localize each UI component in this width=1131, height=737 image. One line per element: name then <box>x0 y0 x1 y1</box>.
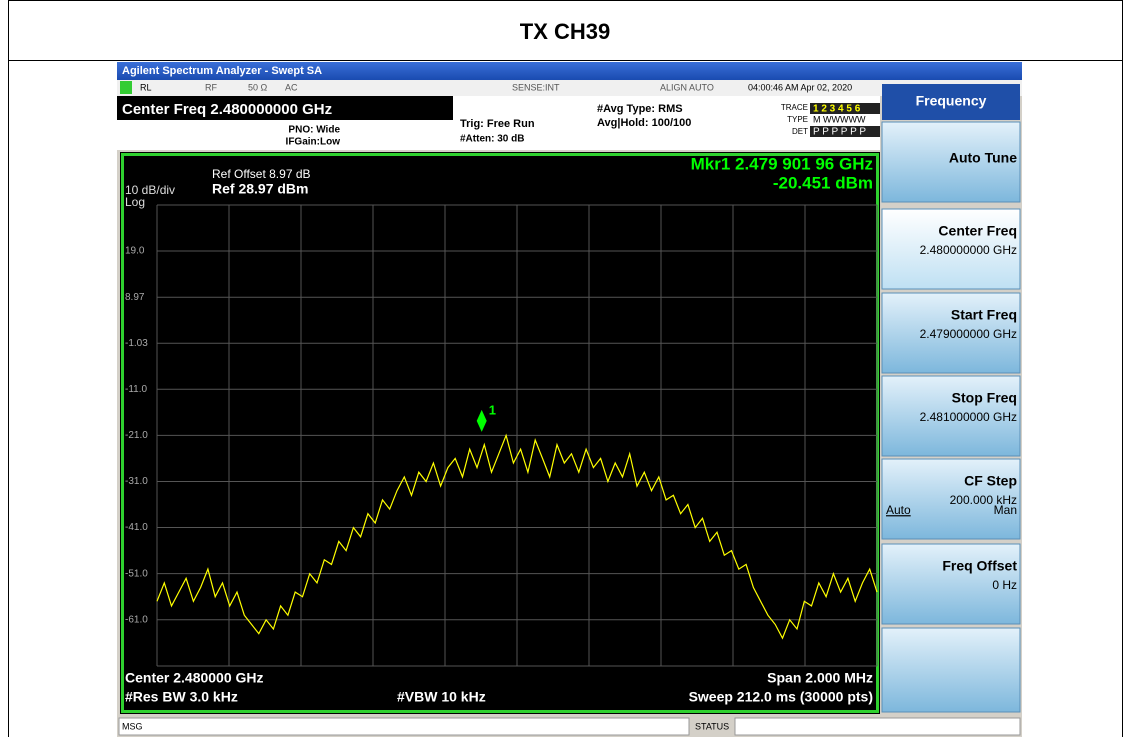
softkey <box>881 208 1021 290</box>
impedance: 50 Ω <box>248 82 268 92</box>
status: STATUS <box>695 721 729 731</box>
atten: #Atten: 30 dB <box>460 134 524 145</box>
det-label: DET <box>792 127 808 136</box>
msg-box <box>118 717 690 736</box>
status-row <box>117 80 1022 96</box>
rf: RF <box>205 82 217 92</box>
display <box>120 152 880 714</box>
marker <box>476 409 487 432</box>
softkey-label: Center Freq <box>938 223 1017 239</box>
rbw: #Res BW 3.0 kHz <box>125 689 238 705</box>
rl: RL <box>140 82 152 92</box>
ref-level: Ref 28.97 dBm <box>212 181 308 197</box>
ifgain: IFGain:Low <box>286 137 341 148</box>
avg-type: #Avg Type: RMS <box>597 103 683 115</box>
lxi-icon <box>120 81 132 94</box>
softkey-value: 2.481000000 GHz <box>920 410 1017 424</box>
softkey <box>881 375 1021 457</box>
avg-hold: Avg|Hold: 100/100 <box>597 117 691 129</box>
sense: SENSE:INT <box>512 82 560 92</box>
softkey-label: Start Freq <box>951 307 1017 323</box>
softkey-man: Man <box>994 503 1017 517</box>
trig: Trig: Free Run <box>460 118 535 130</box>
softkey-label: CF Step <box>964 473 1017 489</box>
y-tick-label: 19.0 <box>125 246 145 257</box>
softkey-blank <box>881 627 1021 713</box>
trace-label: TRACE <box>781 103 808 112</box>
softkey-auto: Auto <box>886 503 911 517</box>
title-bar <box>117 62 1022 80</box>
header-sub <box>117 120 453 150</box>
softkeys: Auto Tune Center Freq 2.480000000 GHz Start… <box>881 121 1021 713</box>
coupling: AC <box>285 82 298 92</box>
time: 04:00:46 AM Apr 02, 2020 <box>748 82 852 92</box>
softkey-label: Auto Tune <box>949 150 1017 166</box>
y-tick-label: -21.0 <box>125 430 148 441</box>
y-tick-label: 8.97 <box>125 292 145 303</box>
y-tick-label: -1.03 <box>125 338 148 349</box>
det-vals: P P P P P P <box>813 127 866 138</box>
header-info <box>453 96 880 150</box>
y-tick-label: -51.0 <box>125 568 148 579</box>
ref-offset: Ref Offset 8.97 dB <box>212 167 311 181</box>
trace-nums: 1 2 3 4 5 6 <box>813 104 861 115</box>
align: ALIGN AUTO <box>660 82 714 92</box>
y-tick-label: -11.0 <box>125 384 147 395</box>
trace-box <box>810 103 880 114</box>
type-vals: M WWWWW <box>813 114 866 124</box>
marker-name: 1 <box>489 402 496 417</box>
sweep: Sweep 212.0 ms (30000 pts) <box>689 689 873 705</box>
y-tick-label: -31.0 <box>125 476 148 487</box>
vbw: #VBW 10 kHz <box>397 689 486 705</box>
softkey-value: 2.479000000 GHz <box>920 327 1017 341</box>
softkey <box>881 458 1021 540</box>
trace <box>156 433 878 640</box>
y-tick-label: -41.0 <box>125 522 148 533</box>
center: Center 2.480000 GHz <box>125 670 264 686</box>
marker-readout: Mkr1 2.479 901 96 GHz <box>691 154 873 173</box>
det-box <box>810 126 880 137</box>
softkey-label: Stop Freq <box>952 390 1017 406</box>
softkey <box>881 121 1021 203</box>
table-border <box>8 0 1123 737</box>
softkey <box>881 543 1021 625</box>
window-title: Agilent Spectrum Analyzer - Swept SA <box>122 65 322 77</box>
softkey-value: 0 Hz <box>992 578 1017 592</box>
msg: MSG <box>122 721 143 731</box>
y-tick-label: -61.0 <box>125 614 148 625</box>
center-freq: Center Freq 2.480000000 GHz <box>122 101 332 118</box>
softkey-label: Freq Offset <box>942 558 1017 574</box>
type-label: TYPE <box>787 115 808 124</box>
softkey-value: 2.480000000 GHz <box>920 243 1017 257</box>
menu-header <box>882 84 1020 120</box>
scale-type: Log <box>125 195 145 209</box>
plot: 19.0 8.97 -1.03 -11.0 -21.0 -31.0 -41.0 -51.0 -6… <box>125 204 878 667</box>
softkey-value: 200.000 kHz <box>950 493 1017 507</box>
softkey <box>881 292 1021 374</box>
pno: PNO: Wide <box>288 125 340 136</box>
menu-title: Frequency <box>916 93 987 109</box>
marker-level: -20.451 dBm <box>773 173 873 192</box>
scale: 10 dB/div <box>125 183 175 197</box>
span: Span 2.000 MHz <box>767 670 873 686</box>
title: TX CH39 <box>520 19 610 44</box>
status-box <box>734 717 1021 736</box>
